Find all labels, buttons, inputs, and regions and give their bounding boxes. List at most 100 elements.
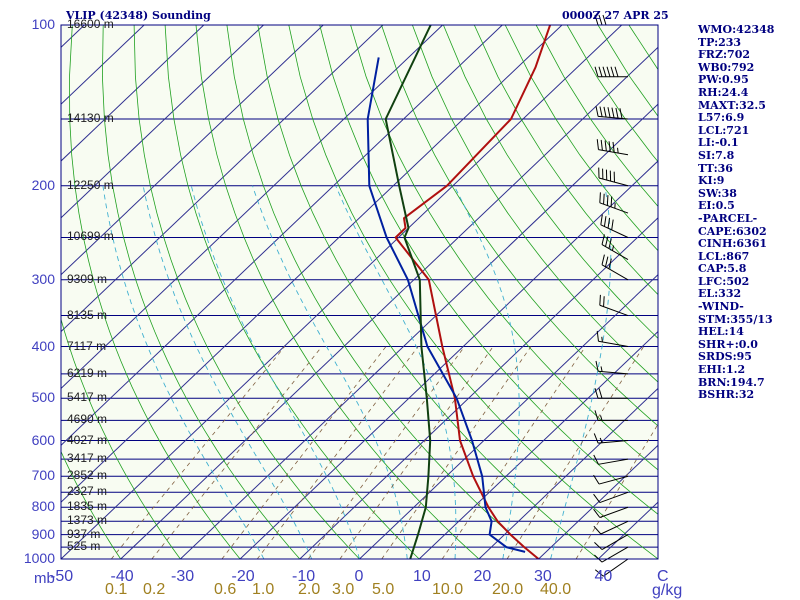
isotherm-line bbox=[180, 103, 658, 559]
mixing-ratio-tick-label: 0.2 bbox=[143, 581, 166, 598]
isotherm-line bbox=[359, 274, 658, 559]
wind-barb bbox=[596, 330, 629, 347]
height-label: 14130 m bbox=[67, 111, 114, 126]
height-label: 1835 m bbox=[67, 499, 108, 514]
index-item: SW:38 bbox=[698, 186, 737, 200]
isotherm-line bbox=[418, 330, 658, 559]
index-item: WMO:42348 bbox=[698, 23, 775, 36]
isotherm-line bbox=[61, 25, 443, 390]
temperature-tick-label: 40 bbox=[594, 568, 613, 585]
mixing-ratio-tick-label: 3.0 bbox=[332, 581, 355, 598]
pressure-tick-label: 700 bbox=[31, 467, 55, 484]
moist-adiabat-line bbox=[190, 185, 360, 559]
dry-adiabat-line bbox=[412, 25, 658, 383]
dry-adiabat-line bbox=[226, 25, 539, 559]
height-label: 3417 m bbox=[67, 451, 108, 466]
mixing-ratio-tick-label: 10.0 bbox=[432, 581, 464, 598]
index-item: STM:355/13 bbox=[698, 312, 773, 326]
wind-barb bbox=[599, 192, 629, 214]
index-item: FRZ:702 bbox=[698, 48, 751, 62]
moist-adiabat-line bbox=[142, 185, 313, 559]
mixing-ratio-unit-label: g/kg bbox=[652, 582, 683, 599]
index-item: LCL:721 bbox=[698, 123, 750, 137]
wind-barb bbox=[595, 360, 629, 375]
isotherm-line bbox=[61, 25, 205, 162]
dry-adiabat-line bbox=[288, 25, 658, 559]
dry-adiabat-line bbox=[61, 317, 181, 559]
pressure-tick-label: 300 bbox=[31, 270, 55, 287]
isotherm-line bbox=[61, 25, 563, 503]
index-item: BRN:194.7 bbox=[698, 375, 765, 389]
moist-adiabat-line bbox=[550, 185, 612, 559]
wind-barb bbox=[594, 388, 628, 399]
mixing-ratio-line bbox=[441, 346, 586, 559]
dry-adiabat-line bbox=[69, 25, 241, 559]
height-label: 4027 m bbox=[67, 432, 108, 447]
dry-adiabat-line bbox=[443, 25, 658, 339]
index-item: EI:0.5 bbox=[698, 199, 735, 213]
dry-adiabat-line bbox=[473, 25, 658, 296]
height-label: 2327 m bbox=[67, 484, 108, 499]
temperature-tick-label: 30 bbox=[534, 568, 552, 585]
index-item: CAPE:6302 bbox=[698, 224, 767, 238]
isotherm-line bbox=[239, 160, 658, 559]
pressure-tick-label: 600 bbox=[31, 431, 55, 448]
moist-adiabat-line bbox=[252, 185, 408, 559]
pressure-tick-label: 1000 bbox=[23, 550, 55, 566]
mixing-ratio-tick-label: 40.0 bbox=[540, 581, 572, 598]
index-item: EL:332 bbox=[698, 287, 742, 301]
dry-adiabat-line bbox=[61, 450, 122, 559]
index-item: EHI:1.2 bbox=[698, 363, 746, 377]
index-item: SI:7.8 bbox=[698, 148, 735, 162]
index-item: -PARCEL- bbox=[698, 211, 758, 225]
wind-barb bbox=[596, 139, 629, 156]
height-label: 16600 m bbox=[67, 17, 114, 31]
temperature-tick-label: -40 bbox=[110, 568, 134, 585]
index-item: SRDS:95 bbox=[698, 350, 752, 364]
index-item: SHR+:0.0 bbox=[698, 337, 758, 351]
mixing-ratio-line bbox=[221, 346, 387, 559]
height-label: 2852 m bbox=[67, 468, 108, 483]
height-label: 9309 m bbox=[67, 271, 108, 286]
pressure-tick-label: 200 bbox=[31, 176, 55, 193]
mixing-ratio-line bbox=[307, 346, 465, 559]
index-item: HEL:14 bbox=[698, 325, 744, 339]
mixing-ratio-line bbox=[381, 346, 532, 559]
height-label: 5417 m bbox=[67, 390, 108, 405]
temperature-tick-label: 0 bbox=[354, 568, 364, 585]
isotherm-line bbox=[61, 25, 264, 219]
pressure-tick-label: 500 bbox=[31, 389, 55, 406]
index-item: TP:233 bbox=[698, 35, 742, 49]
mixing-ratio-tick-label: 2.0 bbox=[298, 581, 321, 598]
plot-area bbox=[61, 25, 658, 559]
temperature-tick-label: -10 bbox=[292, 568, 316, 585]
wind-barb bbox=[593, 454, 629, 465]
mixing-ratio-line bbox=[110, 346, 286, 559]
mixing-ratio-tick-label: 1.0 bbox=[252, 581, 275, 598]
mixing-ratio-tick-label: 20.0 bbox=[492, 581, 524, 598]
wind-barb bbox=[594, 546, 629, 563]
index-item: CINH:6361 bbox=[698, 237, 768, 251]
isotherm-line bbox=[0, 25, 25, 559]
height-label: 12250 m bbox=[67, 177, 114, 192]
profile-line-1 bbox=[394, 25, 552, 559]
wind-barb bbox=[593, 433, 629, 444]
height-label: 7117 m bbox=[67, 338, 107, 353]
wind-barb bbox=[594, 534, 629, 550]
wind-barb bbox=[593, 520, 629, 535]
isotherm-line bbox=[61, 25, 384, 333]
dry-adiabat-line bbox=[101, 25, 301, 559]
chart-title: VLIP (42348) Sounding bbox=[66, 9, 211, 22]
temperature-tick-label: 10 bbox=[413, 568, 431, 585]
dry-adiabat-line bbox=[133, 25, 360, 559]
dry-adiabat-line bbox=[164, 25, 420, 559]
index-item: MAXT:32.5 bbox=[698, 98, 766, 112]
index-item: L57:6.9 bbox=[698, 111, 745, 125]
temperature-tick-label: -30 bbox=[171, 568, 195, 585]
pressure-tick-label: 100 bbox=[31, 16, 55, 32]
isotherm-line bbox=[120, 46, 658, 559]
dry-adiabat-line bbox=[195, 25, 480, 559]
pressure-tick-label: 900 bbox=[31, 525, 55, 542]
index-item: LI:-0.1 bbox=[698, 136, 739, 150]
